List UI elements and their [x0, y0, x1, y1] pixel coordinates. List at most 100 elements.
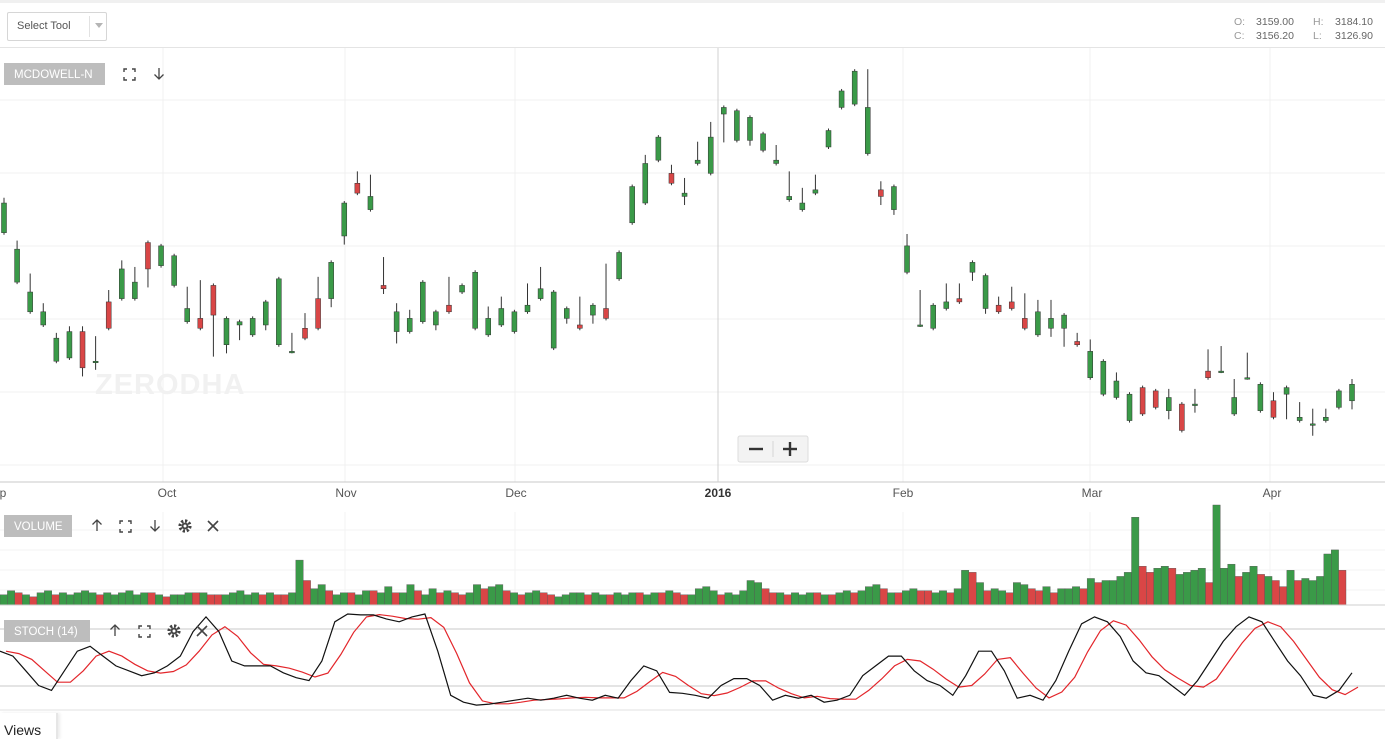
candle-body — [40, 311, 47, 326]
candle-body — [956, 298, 963, 303]
volume-bar — [1220, 568, 1228, 606]
candle — [485, 306, 491, 337]
candle-body — [92, 360, 99, 363]
volume-bar — [147, 592, 156, 606]
expand-icon[interactable] — [123, 68, 136, 81]
candle — [1244, 352, 1251, 380]
chevron-down-icon — [95, 23, 103, 28]
arrow-down-icon[interactable] — [150, 520, 160, 532]
volume-bar — [1331, 549, 1339, 606]
volume-bar — [1183, 572, 1191, 606]
x-tick-label: Feb — [893, 486, 914, 500]
candle-body — [1008, 301, 1015, 309]
candle-body — [995, 304, 1002, 313]
candle-body — [184, 308, 190, 322]
ohlc-left-column: O: 3159.00 C: 3156.20 — [1234, 15, 1294, 43]
volume-bar — [702, 586, 711, 606]
volume-bar — [443, 590, 452, 606]
candle-body — [223, 318, 230, 346]
volume-bar — [273, 594, 282, 606]
candle — [865, 69, 871, 156]
volume-bar — [480, 588, 489, 606]
candle — [982, 273, 989, 314]
candle-body — [406, 318, 413, 332]
volume-bar — [0, 594, 8, 606]
volume-bar — [665, 590, 674, 606]
volume-bar — [983, 590, 992, 606]
volume-bar — [21, 594, 30, 606]
candle — [171, 253, 177, 288]
candle — [315, 276, 321, 331]
volume-bar — [199, 592, 208, 606]
volume-bar — [902, 590, 910, 606]
views-label: Views — [4, 722, 42, 738]
zoom-in-button[interactable] — [774, 437, 807, 461]
open-label: O: — [1234, 16, 1246, 28]
candle-body — [747, 117, 753, 141]
candle-body — [668, 173, 675, 184]
volume-bar — [258, 594, 267, 606]
candle-body — [145, 242, 151, 270]
candle — [537, 266, 544, 301]
candle-body — [891, 186, 897, 210]
expand-icon[interactable] — [119, 520, 132, 533]
candle — [707, 121, 714, 176]
candle — [642, 154, 649, 206]
candle-body — [865, 107, 871, 154]
volume-bar — [14, 592, 23, 606]
volume-bar — [1294, 580, 1302, 606]
candle — [433, 309, 439, 331]
open-value: 3159.00 — [1256, 16, 1294, 28]
candle-body — [1336, 390, 1342, 408]
volume-bar — [539, 592, 548, 606]
candle-body — [262, 301, 269, 326]
candle-body — [917, 324, 923, 327]
volume-bar — [51, 594, 60, 606]
low-label: L: — [1313, 30, 1322, 42]
volume-bar — [909, 588, 918, 606]
candle-body — [511, 311, 518, 332]
zoom-out-button[interactable] — [739, 437, 773, 461]
candle — [472, 270, 478, 331]
volume-bar — [621, 594, 629, 606]
volume-bar — [1101, 580, 1110, 606]
volume-bar — [1153, 568, 1162, 606]
volume-bar — [798, 594, 807, 606]
candle — [158, 243, 164, 268]
volume-bar — [1286, 570, 1295, 606]
close-icon[interactable] — [196, 625, 208, 637]
candle-body — [734, 110, 740, 141]
expand-icon[interactable] — [138, 625, 151, 638]
candle — [498, 296, 505, 327]
volume-bar — [369, 590, 378, 606]
gear-icon[interactable] — [167, 624, 181, 638]
volume-bar — [613, 592, 622, 606]
volume-bar — [339, 592, 348, 606]
candle — [1087, 339, 1094, 380]
volume-bar — [953, 588, 962, 606]
volume-bar — [554, 596, 563, 606]
candle — [550, 290, 557, 351]
volume-bar — [317, 584, 326, 606]
volume-bar — [125, 590, 134, 606]
close-icon[interactable] — [207, 520, 219, 532]
arrow-up-icon[interactable] — [110, 624, 120, 636]
x-tick-label: 2016 — [705, 486, 732, 500]
close-value: 3156.20 — [1256, 30, 1294, 42]
volume-bar — [1064, 588, 1073, 606]
volume-bar — [140, 592, 149, 606]
volume-bar — [88, 592, 97, 606]
arrow-down-icon[interactable] — [154, 68, 164, 80]
candle — [1152, 388, 1159, 410]
candle — [1126, 392, 1133, 423]
select-tool-dropdown[interactable]: Select Tool — [7, 12, 107, 41]
volume-bar — [517, 594, 526, 606]
views-tab[interactable]: Views — [0, 713, 58, 739]
candle — [79, 326, 86, 377]
arrow-up-icon[interactable] — [92, 519, 102, 531]
candle-body — [446, 304, 452, 313]
candle-body — [302, 328, 308, 339]
candle — [825, 128, 832, 149]
gear-icon[interactable] — [178, 519, 192, 533]
